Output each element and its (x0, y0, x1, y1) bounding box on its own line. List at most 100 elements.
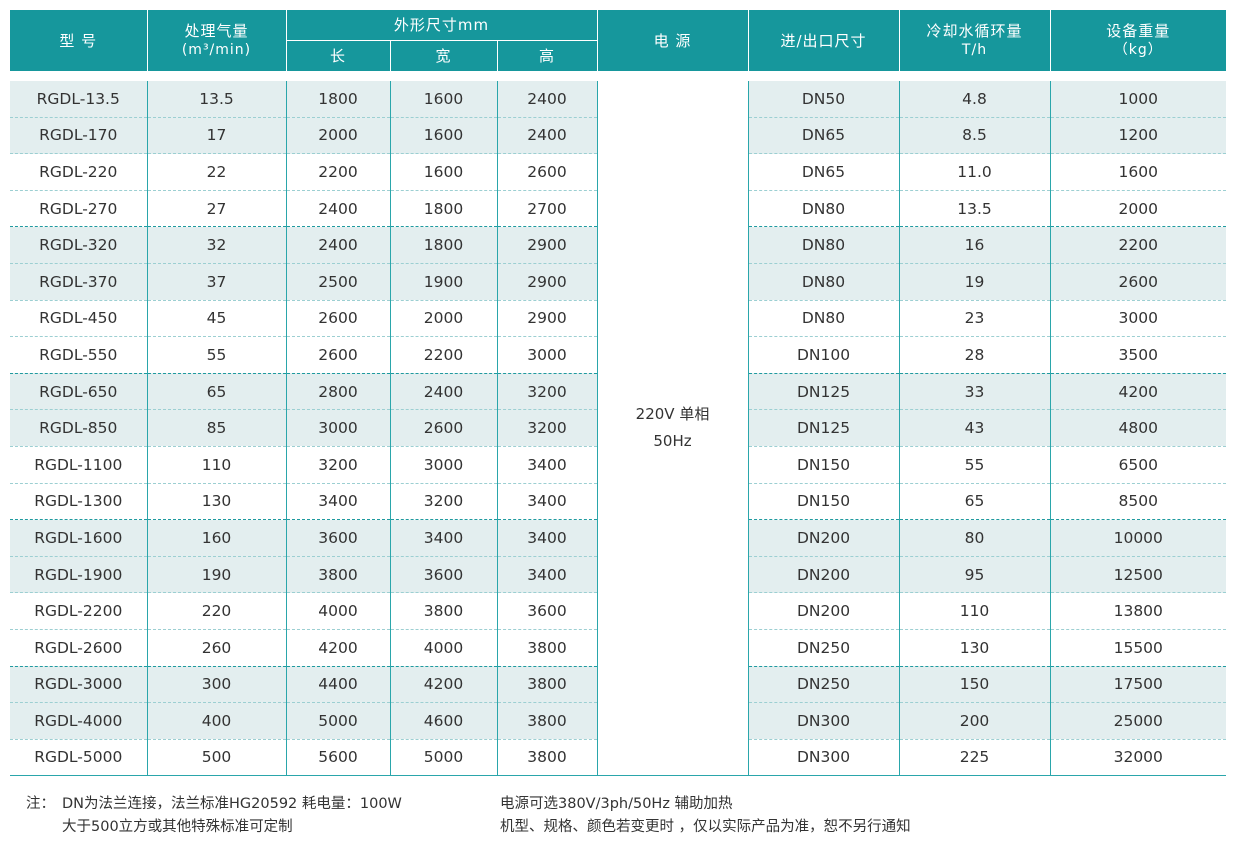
cell-port-size: DN300 (748, 702, 900, 740)
spec-table-body: RGDL-13.5 13.5 1800 1600 2400 220V 单相 50Hz DN50… (10, 71, 1226, 777)
table-row: RGDL-1600 160 3600 3400 3400 DN200 80 10000 (10, 519, 1226, 557)
cell-width: 1600 (390, 81, 498, 118)
note-lead: 注： (26, 796, 55, 812)
cell-length: 5000 (286, 702, 391, 740)
cell-width: 1800 (390, 190, 498, 228)
cell-width: 2400 (390, 373, 498, 411)
cell-model: RGDL-220 (10, 153, 148, 191)
cell-cooling-water: 80 (899, 519, 1051, 557)
cell-length: 3200 (286, 446, 391, 484)
cell-height: 3400 (497, 519, 598, 557)
header-height: 高 (497, 40, 598, 71)
cell-length: 2600 (286, 300, 391, 338)
cell-model: RGDL-4000 (10, 702, 148, 740)
cell-weight: 1000 (1050, 81, 1226, 118)
cell-weight: 2000 (1050, 190, 1226, 228)
cell-model: RGDL-1600 (10, 519, 148, 557)
cell-width: 1600 (390, 117, 498, 155)
cell-port-size: DN50 (748, 81, 900, 118)
header-model: 型 号 (10, 10, 148, 71)
cell-length: 4000 (286, 592, 391, 630)
cell-cooling-water: 28 (899, 336, 1051, 374)
cell-weight: 32000 (1050, 739, 1226, 777)
table-row: RGDL-2600 260 4200 4000 3800 DN250 130 15500 (10, 629, 1226, 667)
table-row: RGDL-320 32 2400 1800 2900 DN80 16 2200 (10, 226, 1226, 264)
cell-length: 2800 (286, 373, 391, 411)
table-row: RGDL-2200 220 4000 3800 3600 DN200 110 13800 (10, 592, 1226, 630)
cell-weight: 17500 (1050, 666, 1226, 704)
cell-length: 4200 (286, 629, 391, 667)
cell-height: 3800 (497, 666, 598, 704)
cell-airflow: 160 (147, 519, 287, 557)
cell-weight: 8500 (1050, 483, 1226, 521)
cell-length: 5600 (286, 739, 391, 777)
table-row: RGDL-13.5 13.5 1800 1600 2400 220V 单相 50Hz DN50… (10, 81, 1226, 777)
cell-height: 2900 (497, 263, 598, 301)
cell-weight: 1600 (1050, 153, 1226, 191)
cell-cooling-water: 16 (899, 226, 1051, 264)
table-row: RGDL-170 17 2000 1600 2400 DN65 8.5 1200 (10, 117, 1226, 155)
cell-length: 3000 (286, 409, 391, 447)
cell-port-size: DN150 (748, 483, 900, 521)
cell-port-size: DN80 (748, 190, 900, 228)
cell-length: 1800 (286, 81, 391, 118)
cell-weight: 3000 (1050, 300, 1226, 338)
cell-height: 2900 (497, 300, 598, 338)
table-row: RGDL-370 37 2500 1900 2900 DN80 19 2600 (10, 263, 1226, 301)
header-dimensions: 外形尺寸mm (286, 10, 598, 41)
cell-airflow: 13.5 (147, 81, 287, 118)
cell-cooling-water: 11.0 (899, 153, 1051, 191)
note-right-line-2: 机型、规格、颜色若变更时 ，仅以实际产品为准，恕不另行通知 (500, 819, 911, 835)
table-row: RGDL-5000 500 5600 5000 3800 DN300 225 32000 (10, 739, 1226, 777)
cell-model: RGDL-450 (10, 300, 148, 338)
cell-port-size: DN200 (748, 556, 900, 594)
cell-height: 3000 (497, 336, 598, 374)
cell-height: 2400 (497, 81, 598, 118)
cell-model: RGDL-1900 (10, 556, 148, 594)
cell-model: RGDL-2200 (10, 592, 148, 630)
cell-width: 5000 (390, 739, 498, 777)
cell-airflow: 500 (147, 739, 287, 777)
cell-model: RGDL-370 (10, 263, 148, 301)
cell-width: 4600 (390, 702, 498, 740)
cell-length: 3600 (286, 519, 391, 557)
cell-port-size: DN80 (748, 300, 900, 338)
cell-height: 2400 (497, 117, 598, 155)
cell-height: 3800 (497, 629, 598, 667)
cell-width: 2000 (390, 300, 498, 338)
cell-weight: 25000 (1050, 702, 1226, 740)
cell-cooling-water: 13.5 (899, 190, 1051, 228)
note-left-line-1: 注： DN为法兰连接，法兰标准HG20592 耗电量：100W (26, 793, 402, 816)
cell-port-size: DN200 (748, 519, 900, 557)
cell-model: RGDL-270 (10, 190, 148, 228)
power-line-1: 220V 单相 (635, 405, 710, 424)
cell-length: 2500 (286, 263, 391, 301)
cell-airflow: 17 (147, 117, 287, 155)
cell-cooling-water: 43 (899, 409, 1051, 447)
cell-length: 2600 (286, 336, 391, 374)
cell-airflow: 110 (147, 446, 287, 484)
cell-weight: 4800 (1050, 409, 1226, 447)
cell-height: 3800 (497, 702, 598, 740)
cell-length: 3400 (286, 483, 391, 521)
cell-model: RGDL-2600 (10, 629, 148, 667)
note-left-line-2: 大于500立方或其他特殊标准可定制 (62, 819, 293, 835)
table-row: RGDL-850 85 3000 2600 3200 DN125 43 4800 (10, 409, 1226, 447)
cell-model: RGDL-170 (10, 117, 148, 155)
cell-airflow: 37 (147, 263, 287, 301)
table-row: RGDL-1300 130 3400 3200 3400 DN150 65 8500 (10, 483, 1226, 521)
cell-width: 2200 (390, 336, 498, 374)
cell-cooling-water: 55 (899, 446, 1051, 484)
cell-airflow: 65 (147, 373, 287, 411)
cell-cooling-water: 200 (899, 702, 1051, 740)
cell-cooling-water: 110 (899, 592, 1051, 630)
cell-model: RGDL-5000 (10, 739, 148, 777)
cell-model: RGDL-1100 (10, 446, 148, 484)
cell-airflow: 260 (147, 629, 287, 667)
cell-height: 3200 (497, 373, 598, 411)
table-row: RGDL-4000 400 5000 4600 3800 DN300 200 25000 (10, 702, 1226, 740)
cell-model: RGDL-1300 (10, 483, 148, 521)
spec-table: 型 号 处理气量 (m³/min) 外形尺寸mm 电 源 进/出口尺寸 冷却水循环… (10, 10, 1226, 777)
cell-airflow: 27 (147, 190, 287, 228)
cell-weight: 2600 (1050, 263, 1226, 301)
